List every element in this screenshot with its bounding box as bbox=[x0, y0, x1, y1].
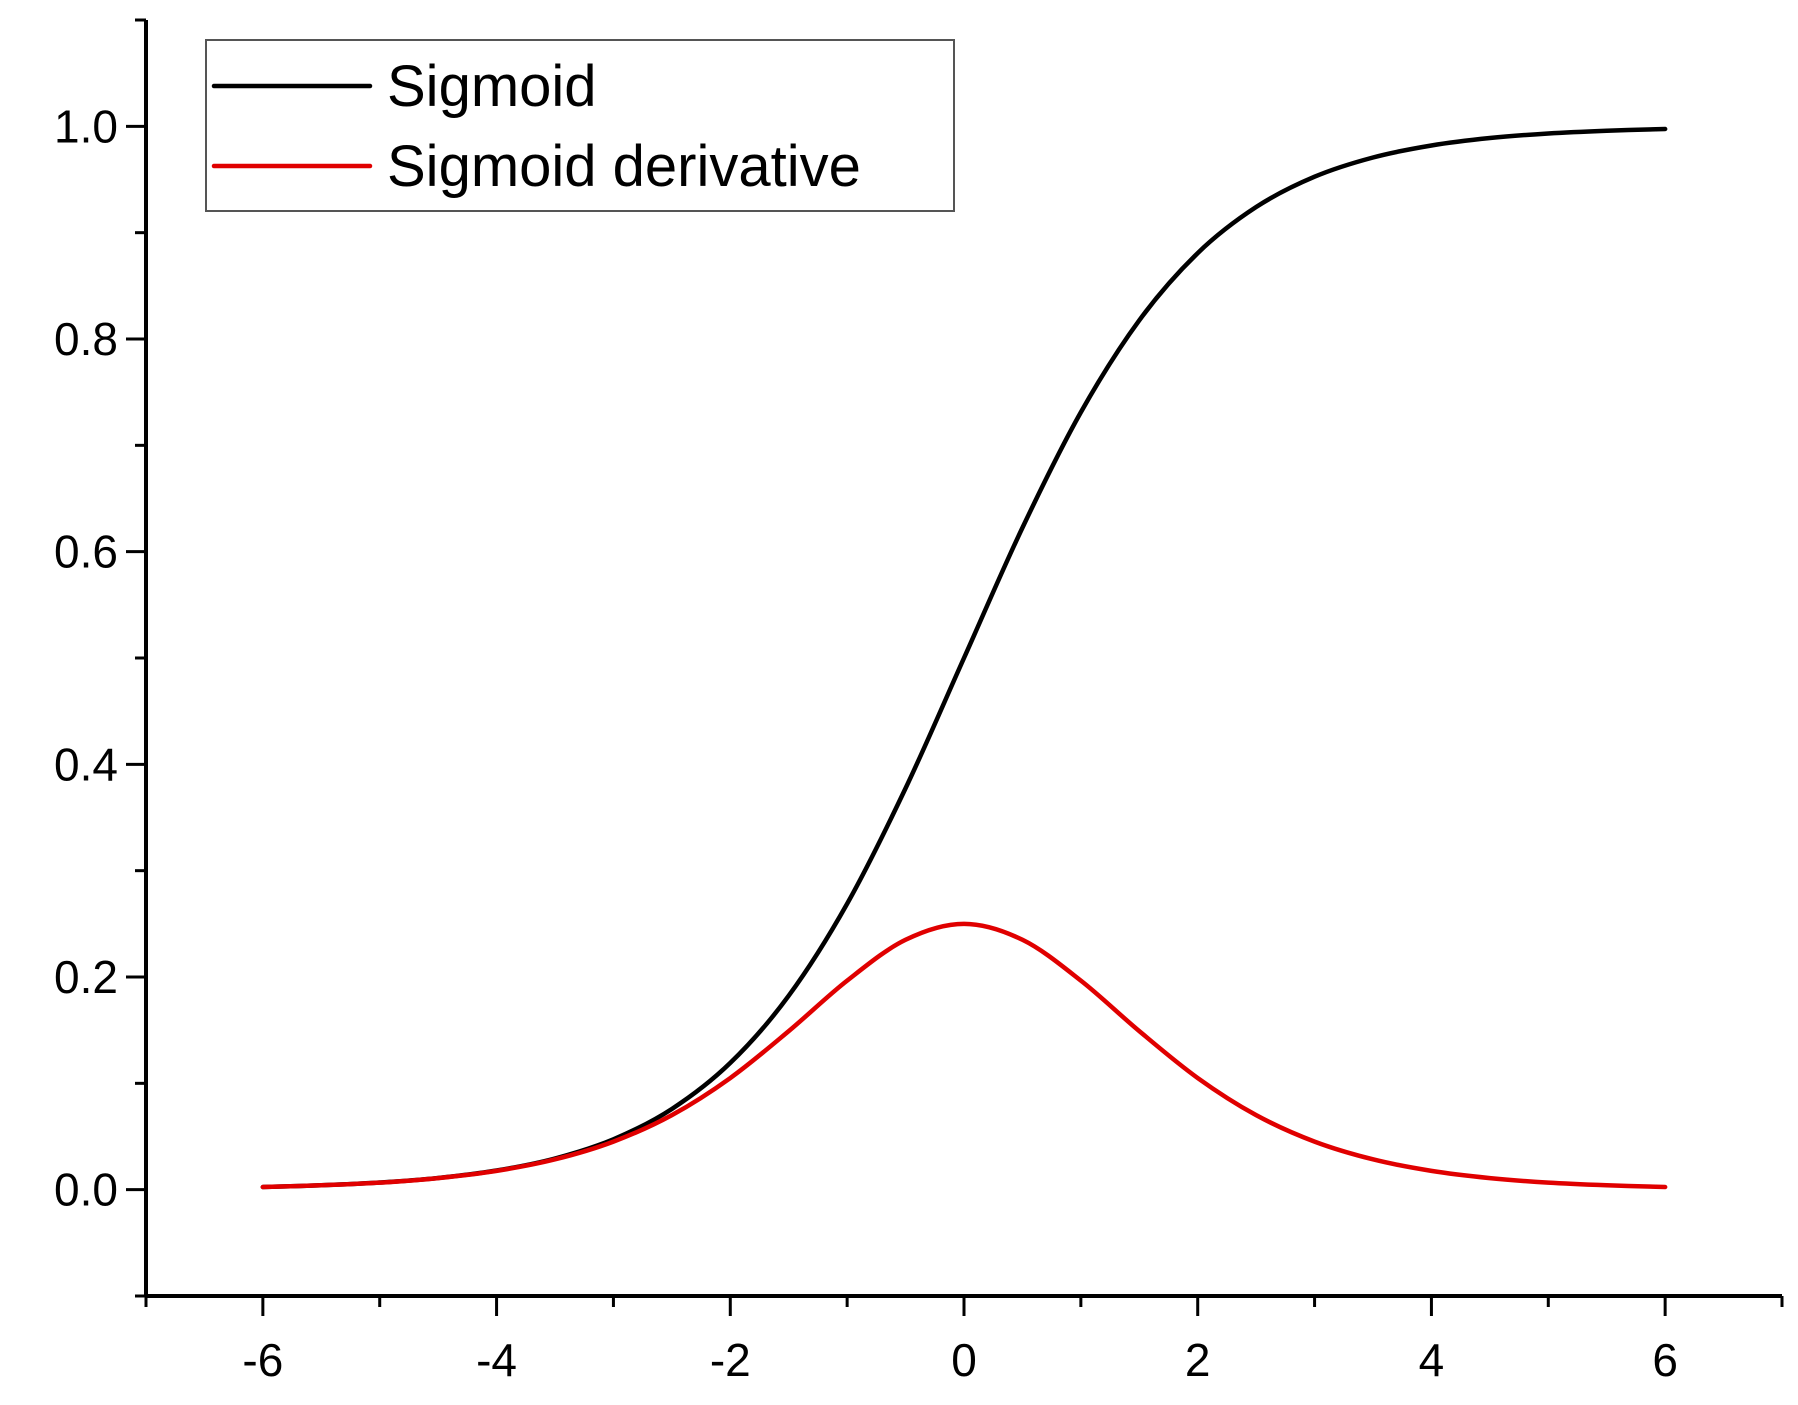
y-tick-label: 0.2 bbox=[54, 951, 118, 1003]
x-tick-label: -6 bbox=[242, 1334, 283, 1386]
y-tick-label: 0.0 bbox=[54, 1164, 118, 1216]
tick-marks bbox=[126, 18, 1784, 1316]
x-tick-label: -2 bbox=[710, 1334, 751, 1386]
x-tick-label: -4 bbox=[476, 1334, 517, 1386]
legend-box bbox=[205, 39, 955, 212]
legend-label-sigmoid: Sigmoid bbox=[387, 54, 597, 119]
series-line-sigmoid bbox=[260, 126, 1668, 1190]
x-tick-label: 0 bbox=[951, 1334, 977, 1386]
legend: Sigmoid Sigmoid derivative bbox=[205, 39, 955, 212]
series-line-sigmoid-derivative bbox=[260, 921, 1668, 1190]
y-tick-label: 0.4 bbox=[54, 738, 118, 790]
y-tick-label: 1.0 bbox=[54, 100, 118, 152]
series-lines bbox=[260, 126, 1668, 1190]
y-tick-label: 0.6 bbox=[54, 526, 118, 578]
x-tick-label: 4 bbox=[1419, 1334, 1445, 1386]
x-tick-label: 2 bbox=[1185, 1334, 1211, 1386]
x-tick-label: 6 bbox=[1652, 1334, 1678, 1386]
y-tick-label: 0.8 bbox=[54, 313, 118, 365]
tick-labels: -6 -4 -2 0 2 4 6 0.0 0.2 0.4 0.6 0.8 1.0 bbox=[54, 100, 1678, 1386]
legend-label-sigmoid-derivative: Sigmoid derivative bbox=[387, 134, 861, 199]
